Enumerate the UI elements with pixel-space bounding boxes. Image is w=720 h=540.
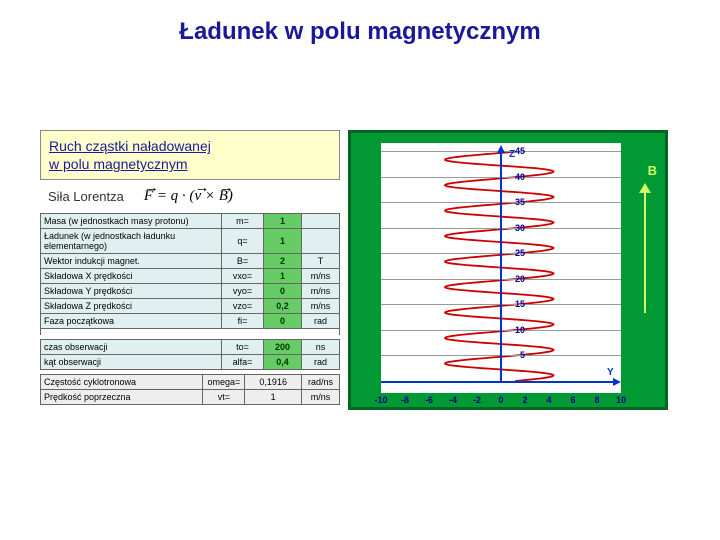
x-tick-label: 0 bbox=[493, 395, 509, 405]
param-label: Ładunek (w jednostkach ładunku elementar… bbox=[41, 229, 222, 254]
param-label: Masa (w jednostkach masy protonu) bbox=[41, 214, 222, 229]
param-value: 200 bbox=[264, 339, 302, 354]
x-tick-label: -2 bbox=[469, 395, 485, 405]
param-label: Częstość cyklotronowa bbox=[41, 374, 203, 389]
x-tick-label: -8 bbox=[397, 395, 413, 405]
param-label: Wektor indukcji magnet. bbox=[41, 254, 222, 269]
param-unit: T bbox=[302, 254, 340, 269]
header-box: Ruch cząstki naładowanej w polu magnetyc… bbox=[40, 130, 340, 180]
table-row: Częstość cyklotronowaomega=0,1916rad/ns bbox=[41, 374, 340, 389]
param-value: 1 bbox=[264, 269, 302, 284]
param-symbol: q= bbox=[222, 229, 264, 254]
x-tick-label: -10 bbox=[373, 395, 389, 405]
param-label: Składowa X prędkości bbox=[41, 269, 222, 284]
table-row: Składowa Z prędkościvzo=0,2m/ns bbox=[41, 299, 340, 314]
observation-table: czas obserwacjito=200nskąt obserwacjialf… bbox=[40, 339, 340, 370]
param-unit: rad bbox=[302, 354, 340, 369]
param-symbol: B= bbox=[222, 254, 264, 269]
results-table: Częstość cyklotronowaomega=0,1916rad/nsP… bbox=[40, 374, 340, 405]
y-tick-label: 15 bbox=[505, 299, 525, 309]
param-label: kąt obserwacji bbox=[41, 354, 222, 369]
chart-panel: Z Y 5 10 15 20 25 30 35 40 45 -10 -8 -6 -4 -2 02468 10… bbox=[348, 130, 668, 410]
z-axis-arrow bbox=[497, 145, 505, 153]
table-row: Prędkość poprzecznavt=1m/ns bbox=[41, 389, 340, 404]
lorentz-row: Siła Lorentza F→ = q · (v→ × B→) bbox=[40, 180, 340, 213]
y-tick-label: 10 bbox=[505, 325, 525, 335]
content-row: Ruch cząstki naładowanej w polu magnetyc… bbox=[40, 130, 668, 410]
y-tick-label: 45 bbox=[505, 146, 525, 156]
y-tick-label: 40 bbox=[505, 172, 525, 182]
param-unit bbox=[302, 214, 340, 229]
param-unit: rad/ns bbox=[302, 374, 340, 389]
param-symbol: vxo= bbox=[222, 269, 264, 284]
x-tick-label: 10 bbox=[613, 395, 629, 405]
param-value: 1 bbox=[245, 389, 302, 404]
param-symbol: fi= bbox=[222, 314, 264, 329]
b-field-arrow bbox=[635, 173, 655, 313]
param-value: 0 bbox=[264, 284, 302, 299]
params-table: Masa (w jednostkach masy protonu)m=1Ładu… bbox=[40, 213, 340, 335]
y-tick-label: 20 bbox=[505, 274, 525, 284]
param-label: Prędkość poprzeczna bbox=[41, 389, 203, 404]
param-unit bbox=[302, 229, 340, 254]
header-line-1: Ruch cząstki naładowanej bbox=[49, 137, 331, 155]
param-value: 0,1916 bbox=[245, 374, 302, 389]
b-field-label: B bbox=[648, 163, 657, 178]
table-row: Składowa X prędkościvxo=1m/ns bbox=[41, 269, 340, 284]
param-symbol: vzo= bbox=[222, 299, 264, 314]
param-value: 1 bbox=[264, 214, 302, 229]
y-axis-arrow bbox=[613, 378, 621, 386]
header-line-2: w polu magnetycznym bbox=[49, 155, 331, 173]
param-label: Faza początkowa bbox=[41, 314, 222, 329]
table-row: Wektor indukcji magnet.B=2T bbox=[41, 254, 340, 269]
param-unit: ns bbox=[302, 339, 340, 354]
y-axis bbox=[381, 381, 619, 383]
param-unit: m/ns bbox=[302, 299, 340, 314]
lorentz-formula: F→ = q · (v→ × B→) bbox=[144, 188, 233, 205]
page-title: Ładunek w polu magnetycznym bbox=[0, 0, 720, 46]
table-row: Masa (w jednostkach masy protonu)m=1 bbox=[41, 214, 340, 229]
table-row: czas obserwacjito=200ns bbox=[41, 339, 340, 354]
param-unit: m/ns bbox=[302, 284, 340, 299]
y-axis-label: Y bbox=[607, 367, 614, 378]
param-value: 1 bbox=[264, 229, 302, 254]
plot-area: Z Y bbox=[381, 143, 621, 393]
param-label: Składowa Z prędkości bbox=[41, 299, 222, 314]
param-value: 0,2 bbox=[264, 299, 302, 314]
param-symbol: m= bbox=[222, 214, 264, 229]
z-axis bbox=[500, 148, 502, 383]
y-tick-label: 5 bbox=[505, 350, 525, 360]
y-tick-label: 35 bbox=[505, 197, 525, 207]
param-symbol: omega= bbox=[203, 374, 245, 389]
param-value: 0,4 bbox=[264, 354, 302, 369]
y-tick-label: 25 bbox=[505, 248, 525, 258]
table-row: kąt obserwacjialfa=0,4rad bbox=[41, 354, 340, 369]
param-value: 0 bbox=[264, 314, 302, 329]
param-label: czas obserwacji bbox=[41, 339, 222, 354]
table-row: Faza początkowafi=0rad bbox=[41, 314, 340, 329]
param-symbol: alfa= bbox=[222, 354, 264, 369]
param-symbol: to= bbox=[222, 339, 264, 354]
param-unit: m/ns bbox=[302, 389, 340, 404]
param-value: 2 bbox=[264, 254, 302, 269]
x-tick-label: -4 bbox=[445, 395, 461, 405]
x-tick-label: 2 bbox=[517, 395, 533, 405]
left-panel: Ruch cząstki naładowanej w polu magnetyc… bbox=[40, 130, 340, 410]
param-symbol: vyo= bbox=[222, 284, 264, 299]
lorentz-label: Siła Lorentza bbox=[48, 189, 124, 204]
x-tick-label: 6 bbox=[565, 395, 581, 405]
table-row: Ładunek (w jednostkach ładunku elementar… bbox=[41, 229, 340, 254]
param-unit: m/ns bbox=[302, 269, 340, 284]
table-row: Składowa Y prędkościvyo=0m/ns bbox=[41, 284, 340, 299]
param-unit: rad bbox=[302, 314, 340, 329]
y-tick-label: 30 bbox=[505, 223, 525, 233]
param-symbol: vt= bbox=[203, 389, 245, 404]
x-tick-label: 8 bbox=[589, 395, 605, 405]
param-label: Składowa Y prędkości bbox=[41, 284, 222, 299]
x-tick-label: 4 bbox=[541, 395, 557, 405]
x-tick-label: -6 bbox=[421, 395, 437, 405]
